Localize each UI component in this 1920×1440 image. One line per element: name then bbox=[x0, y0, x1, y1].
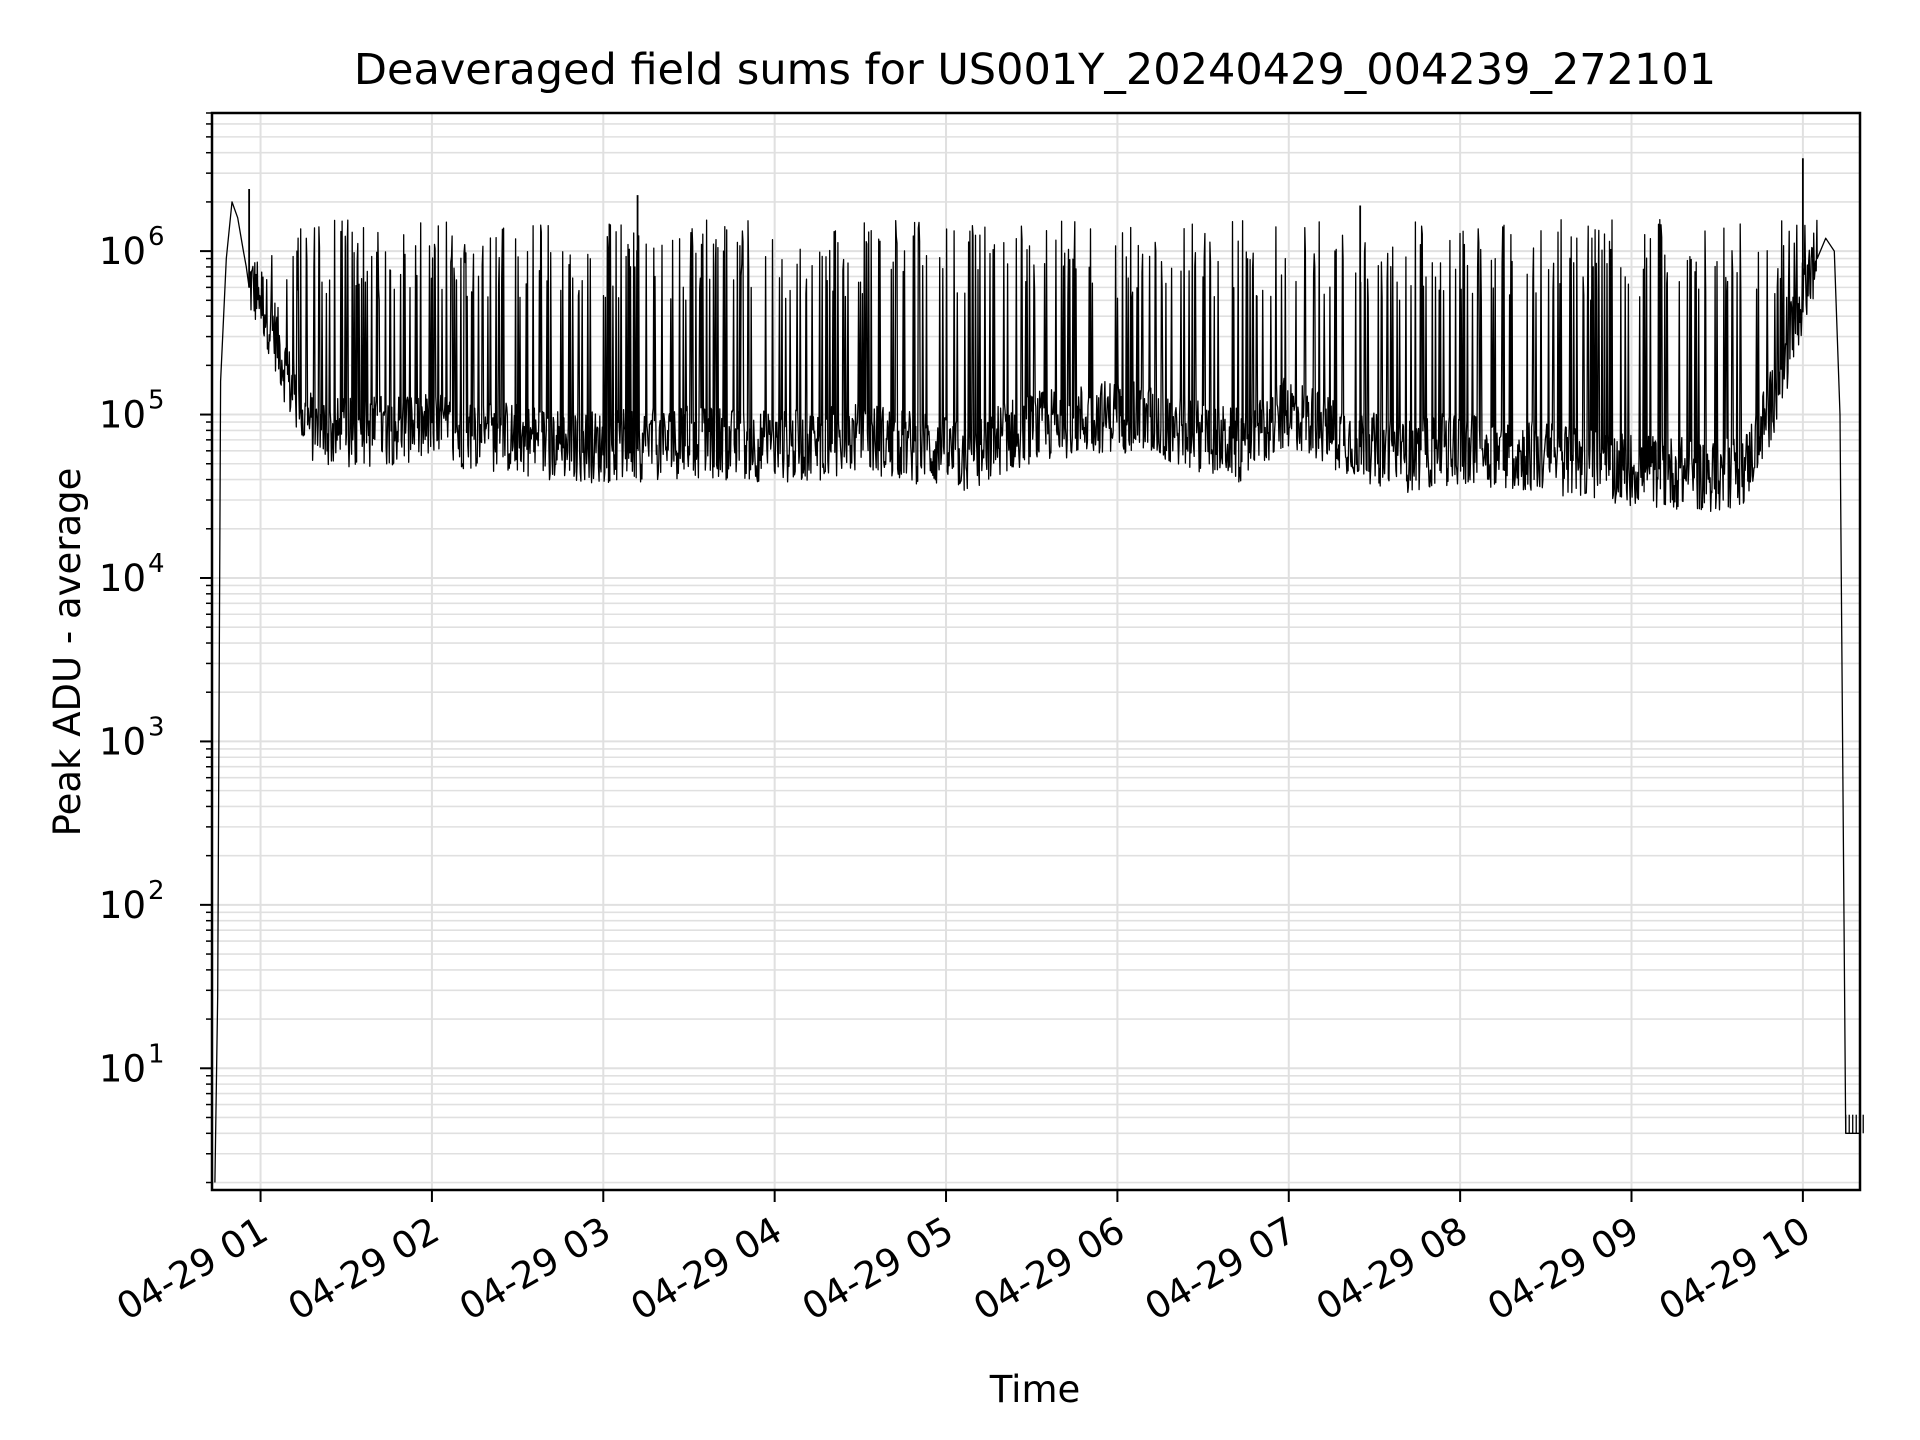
plot-frame bbox=[210, 111, 1862, 1192]
y-tick-label: 10 bbox=[99, 1047, 146, 1090]
y-tick-base: 10 bbox=[99, 557, 146, 600]
y-tick-base: 10 bbox=[99, 230, 146, 273]
y-tick-label: 10 bbox=[99, 230, 146, 273]
series-line bbox=[214, 201, 1860, 1183]
chart-title: Deaveraged field sums for US001Y_2024042… bbox=[354, 45, 1716, 95]
y-tick-exponent: 1 bbox=[148, 1039, 165, 1069]
y-tick-base: 10 bbox=[99, 394, 146, 437]
y-tick-label: 10 bbox=[99, 720, 146, 763]
y-axis-label: Peak ADU - average bbox=[46, 468, 89, 837]
y-tick-exponent: 3 bbox=[148, 712, 165, 742]
y-tick-label: 10 bbox=[99, 394, 146, 437]
y-tick-exponent: 2 bbox=[148, 876, 165, 906]
plot-area bbox=[214, 158, 1864, 1183]
y-tick-exponent: 6 bbox=[148, 222, 165, 252]
y-tick-base: 10 bbox=[99, 1047, 146, 1090]
x-axis-label: Time bbox=[989, 1368, 1081, 1411]
y-tick-label: 10 bbox=[99, 557, 146, 600]
grid bbox=[212, 112, 1860, 1190]
y-tick-exponent: 5 bbox=[148, 386, 165, 416]
y-tick-exponent: 4 bbox=[148, 549, 165, 579]
y-tick-base: 10 bbox=[99, 720, 146, 763]
y-tick-base: 10 bbox=[99, 884, 146, 927]
y-tick-label: 10 bbox=[99, 884, 146, 927]
